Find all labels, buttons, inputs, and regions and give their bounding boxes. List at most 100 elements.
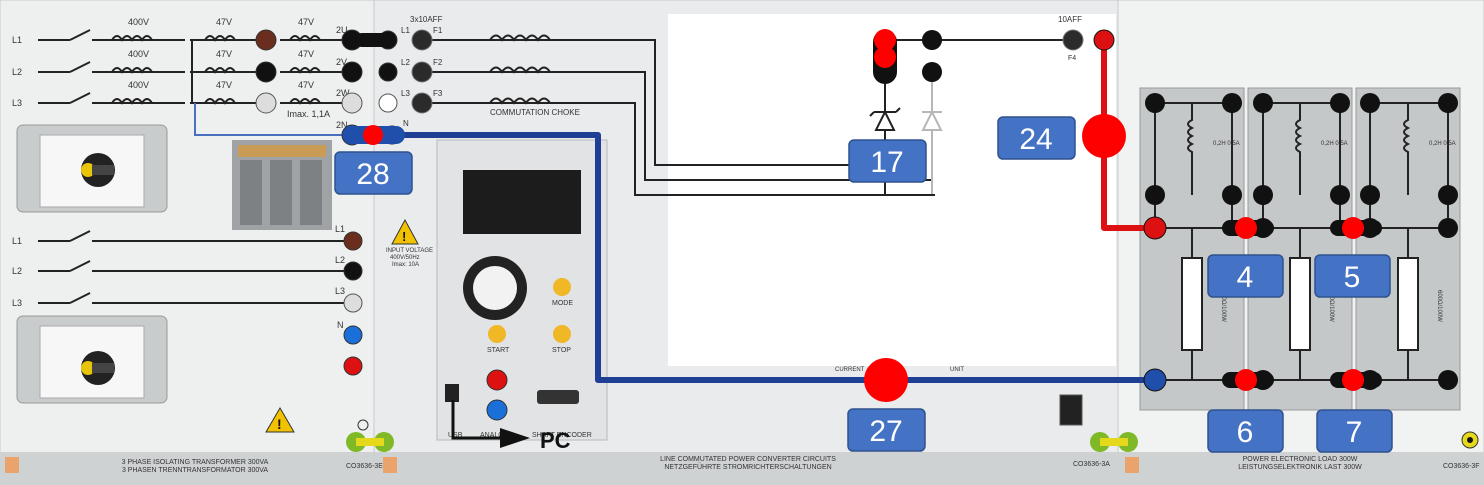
ground-bridge-middle[interactable] bbox=[1090, 432, 1138, 452]
socket-brown-47v bbox=[255, 29, 277, 51]
transformer-lower-text: L1 L2 L3 L1 L2 L3 N bbox=[12, 224, 345, 330]
ln-logo-icon bbox=[5, 457, 19, 473]
svg-text:600Ω/100W: 600Ω/100W bbox=[1220, 290, 1226, 322]
marker-5 bbox=[1342, 217, 1364, 239]
mode-button[interactable] bbox=[553, 278, 571, 296]
load-title-en: POWER ELECTRONIC LOAD 300W bbox=[1243, 456, 1358, 463]
choke-coils bbox=[489, 34, 551, 105]
converter-top-text: 3x10AFF F1 F2 F3 L1 L2 L3 N COMMUTATION … bbox=[401, 15, 580, 128]
load-wiring bbox=[1154, 102, 1449, 381]
transformer-top-lines bbox=[38, 29, 362, 105]
svg-text:!: ! bbox=[277, 416, 282, 432]
transformer-top-text: L1 L2 L3 400V 400V 400V 47V 47V 47V 47V … bbox=[12, 17, 350, 130]
badge-27: 27 bbox=[847, 408, 926, 452]
fuse-f3 bbox=[411, 92, 433, 114]
red-patch-cable[interactable] bbox=[1101, 40, 1155, 231]
shaft-encoder-port[interactable] bbox=[537, 390, 579, 404]
start-button[interactable] bbox=[488, 325, 506, 343]
socket-l1-out bbox=[343, 231, 363, 251]
svg-text:400V: 400V bbox=[128, 49, 149, 59]
svg-text:COMMUTATION CHOKE: COMMUTATION CHOKE bbox=[490, 108, 580, 117]
stop-button[interactable] bbox=[553, 325, 571, 343]
ground-bridge-left[interactable] bbox=[346, 432, 394, 452]
badge-4: 4 bbox=[1207, 254, 1284, 298]
bottom-label-strip bbox=[0, 452, 1484, 485]
svg-text:!: ! bbox=[402, 229, 406, 244]
socket-diode-d bbox=[922, 62, 942, 82]
svg-text:27: 27 bbox=[869, 415, 902, 448]
marker-17a bbox=[874, 29, 896, 51]
rotary-knob-icon bbox=[81, 163, 95, 177]
transformer-title-de: 3 PHASEN TRENNTRANSFORMATOR 300VA bbox=[122, 467, 268, 474]
transformer-title-en: 3 PHASE ISOLATING TRANSFORMER 300VA bbox=[122, 459, 269, 466]
svg-text:2V: 2V bbox=[336, 57, 347, 67]
badge-28: 28 bbox=[334, 151, 413, 195]
resistors bbox=[1181, 257, 1419, 351]
svg-text:START: START bbox=[487, 347, 510, 354]
svg-text:L2: L2 bbox=[335, 255, 345, 265]
svg-text:F1: F1 bbox=[433, 26, 443, 35]
socket-black-47v bbox=[255, 61, 277, 83]
svg-text:L1: L1 bbox=[401, 26, 410, 35]
current-label: CURRENT bbox=[835, 367, 865, 373]
socket-in-l2 bbox=[378, 62, 398, 82]
svg-text:L1: L1 bbox=[335, 224, 345, 234]
badge-24: 24 bbox=[997, 116, 1076, 160]
input-voltage-warning: ! INPUT VOLTAGE 400V/50Hz Imax: 10A bbox=[386, 218, 433, 268]
marker-17b bbox=[874, 46, 896, 68]
fuse-f4 bbox=[1062, 29, 1084, 51]
svg-text:400V: 400V bbox=[128, 80, 149, 90]
fuse-f1 bbox=[411, 29, 433, 51]
svg-text:4: 4 bbox=[1237, 261, 1254, 294]
svg-text:N: N bbox=[337, 320, 344, 330]
svg-text:6: 6 bbox=[1237, 416, 1254, 449]
svg-text:USB: USB bbox=[448, 432, 463, 439]
load-socket-blue[interactable] bbox=[1143, 368, 1167, 392]
svg-text:L2: L2 bbox=[401, 58, 410, 67]
resistor-3 bbox=[1397, 257, 1419, 351]
svg-text:N: N bbox=[403, 119, 409, 128]
main-breaker-top[interactable] bbox=[16, 124, 168, 213]
svg-text:2W: 2W bbox=[336, 88, 350, 98]
socket-f4-red[interactable] bbox=[1093, 29, 1115, 51]
socket-n-out bbox=[343, 325, 363, 345]
svg-text:17: 17 bbox=[870, 146, 903, 179]
svg-text:600Ω/100W: 600Ω/100W bbox=[1328, 290, 1334, 322]
thyristor-symbol bbox=[869, 107, 901, 131]
pc-label: PC bbox=[540, 428, 571, 453]
badge-7: 7 bbox=[1316, 409, 1393, 453]
socket-2v bbox=[341, 61, 363, 83]
ground-icon bbox=[357, 419, 369, 431]
load-modules bbox=[1139, 87, 1461, 411]
svg-text:47V: 47V bbox=[298, 80, 314, 90]
socket-diode-c bbox=[922, 30, 942, 50]
transformer-core-image bbox=[232, 140, 332, 230]
svg-text:0,2H 0,5A: 0,2H 0,5A bbox=[1429, 141, 1456, 147]
red-markers bbox=[363, 29, 1364, 402]
svg-text:400V/50Hz: 400V/50Hz bbox=[390, 255, 420, 261]
svg-text:L2: L2 bbox=[12, 67, 22, 77]
analog-red-socket[interactable] bbox=[486, 369, 508, 391]
fuse4-tag: F4 bbox=[1068, 55, 1076, 62]
svg-text:L3: L3 bbox=[12, 298, 22, 308]
svg-text:5: 5 bbox=[1344, 261, 1361, 294]
usb-port-icon[interactable] bbox=[445, 384, 459, 402]
socket-l2-out bbox=[343, 261, 363, 281]
marker-6 bbox=[1235, 369, 1257, 391]
analog-blue-socket[interactable] bbox=[486, 399, 508, 421]
marker-24 bbox=[1082, 114, 1126, 158]
main-breaker-bottom[interactable] bbox=[16, 315, 168, 404]
svg-text:Imax. 1,1A: Imax. 1,1A bbox=[287, 109, 330, 119]
load-socket-red[interactable] bbox=[1143, 216, 1167, 240]
pc-arrow-head bbox=[500, 428, 530, 448]
black-jumper[interactable] bbox=[355, 33, 390, 47]
converter-code: CO3636-3A bbox=[1073, 461, 1110, 468]
svg-text:L3: L3 bbox=[335, 286, 345, 296]
svg-text:47V: 47V bbox=[298, 17, 314, 27]
svg-text:0,2H 0,5A: 0,2H 0,5A bbox=[1321, 141, 1348, 147]
power-switch[interactable] bbox=[1059, 394, 1083, 426]
fuse-f2 bbox=[411, 61, 433, 83]
socket-grey-47v bbox=[255, 92, 277, 114]
converter-wires bbox=[425, 39, 932, 196]
